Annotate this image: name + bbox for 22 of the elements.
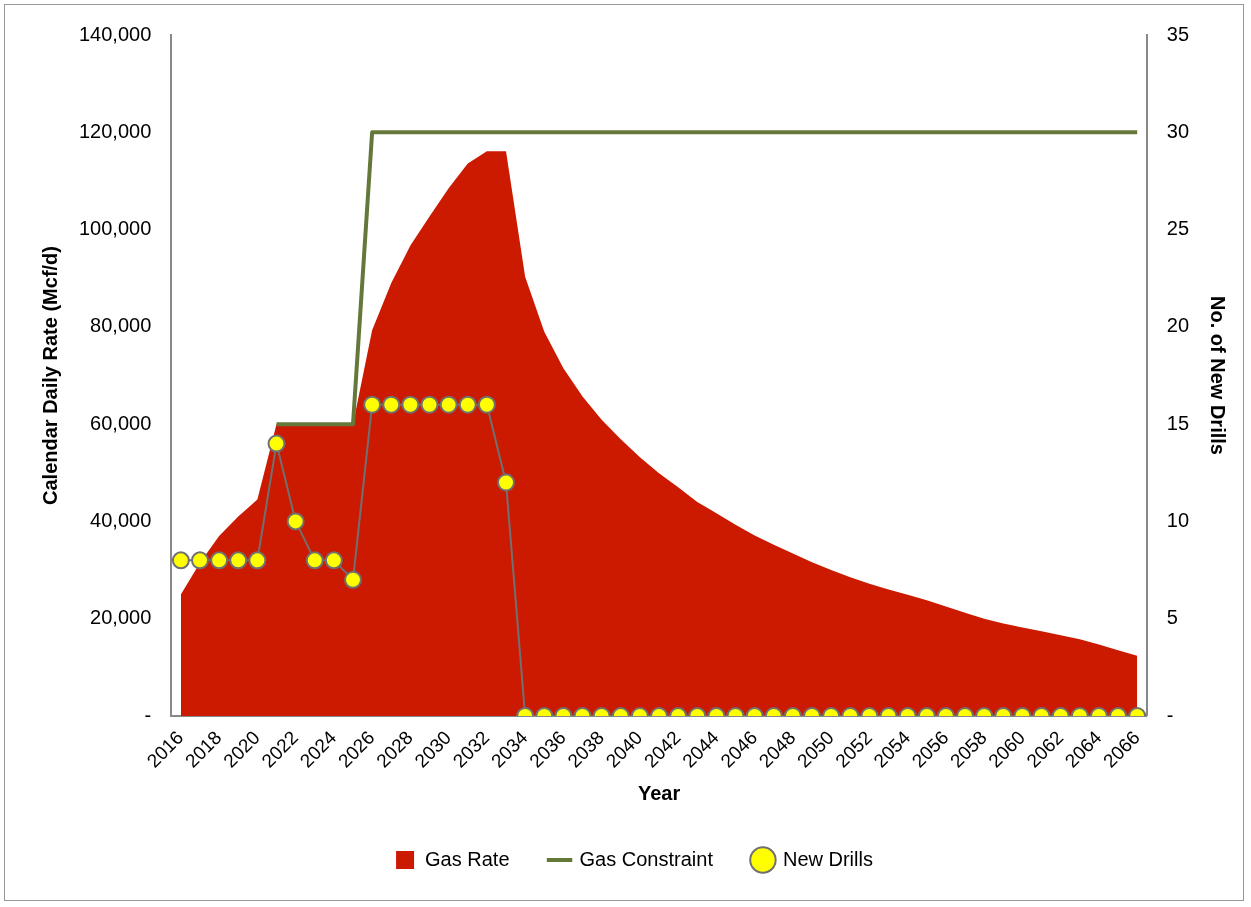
y-tick-label: 40,000 — [90, 508, 152, 531]
legend-label: New Drills — [782, 847, 873, 870]
y-tick-label: 100,000 — [79, 217, 152, 240]
y2-tick-label: 10 — [1166, 508, 1189, 531]
y2-tick-label: - — [1166, 703, 1174, 726]
x-axis-title: Year — [637, 781, 681, 804]
y-tick-label: 60,000 — [90, 411, 152, 434]
y2-tick-label: 25 — [1166, 217, 1189, 240]
y-tick-label: 120,000 — [79, 119, 152, 142]
y-tick-label: 80,000 — [90, 314, 152, 337]
y-axis-title: Calendar Daily Rate (Mcf/d) — [38, 246, 61, 505]
y2-axis-title: No. of New Drills — [1207, 296, 1230, 455]
y2-tick-label: 30 — [1166, 119, 1189, 142]
y2-tick-label: 15 — [1166, 411, 1189, 434]
y-tick-label: - — [144, 703, 152, 726]
y2-tick-label: 35 — [1166, 22, 1189, 45]
y2-tick-label: 20 — [1166, 314, 1189, 337]
y2-tick-label: 5 — [1166, 606, 1178, 629]
legend-label: Gas Rate — [425, 847, 510, 870]
y-tick-label: 20,000 — [90, 606, 152, 629]
legend-label: Gas Constraint — [579, 847, 714, 870]
y-tick-label: 140,000 — [79, 22, 152, 45]
